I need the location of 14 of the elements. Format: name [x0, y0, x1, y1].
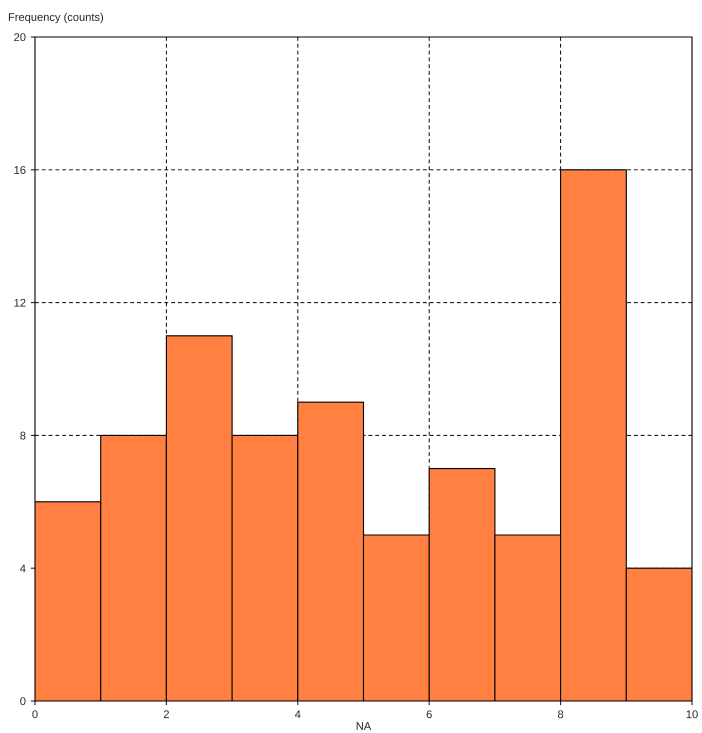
y-tick-label: 12 [14, 298, 26, 307]
y-tick-label: 0 [20, 697, 26, 706]
x-tick-label: 2 [164, 710, 169, 718]
x-tick-label: 4 [294, 710, 301, 718]
x-tick-label: 0 [32, 710, 38, 718]
x-tick-label: 10 [686, 710, 698, 718]
x-tick-label: 6 [426, 710, 432, 718]
y-tick-label: 20 [14, 33, 26, 42]
x-tick-label: 8 [558, 710, 564, 718]
y-axis-title: Frequency (counts) [8, 12, 104, 24]
y-tick-label: 16 [14, 166, 26, 174]
y-tick-label: 4 [20, 564, 26, 572]
x-axis-title: NA [356, 722, 372, 730]
y-tick-label: 8 [20, 432, 26, 440]
